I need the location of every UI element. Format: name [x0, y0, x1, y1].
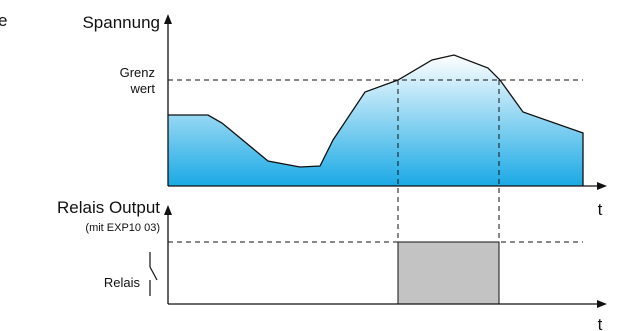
relay-label: Relais — [104, 275, 141, 290]
voltage-label: Spannung — [82, 13, 160, 32]
bottom-time-label: t — [598, 315, 603, 331]
voltage-area — [168, 55, 583, 186]
top-x-axis-arrow — [597, 182, 607, 190]
partial-text: e — [0, 11, 7, 30]
relay-switch-icon — [149, 252, 158, 296]
top-y-axis-arrow — [164, 14, 172, 24]
top-time-label: t — [598, 200, 603, 219]
bottom-y-axis-arrow — [164, 205, 172, 215]
voltage-curve — [168, 54, 584, 186]
relay-output-label: Relais Output — [57, 198, 160, 217]
bottom-x-axis-arrow — [597, 300, 607, 308]
threshold-label-line2: wert — [129, 81, 155, 96]
threshold-label-line1: Grenz — [120, 65, 155, 80]
relay-pulse — [398, 242, 499, 304]
relay-output-sublabel: (mit EXP10 03) — [85, 222, 160, 234]
